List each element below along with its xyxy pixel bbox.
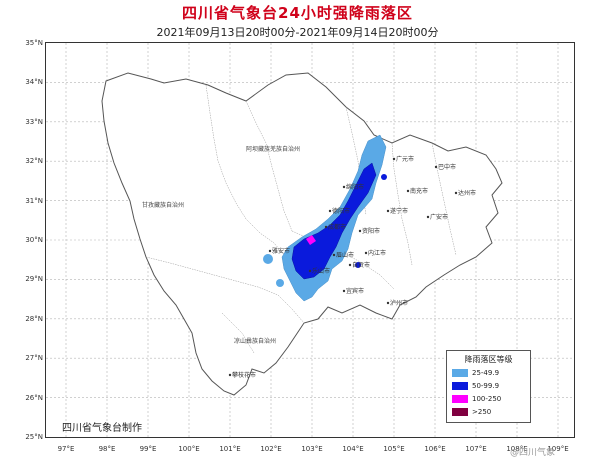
lat-label: 30°N — [25, 236, 43, 244]
lat-label: 27°N — [25, 354, 43, 362]
region-label-aba: 阿坝藏族羌族自治州 — [246, 145, 300, 153]
legend-swatch — [452, 407, 468, 416]
lon-label: 102°E — [260, 445, 282, 453]
lon-label: 99°E — [139, 445, 157, 453]
lon-label: 100°E — [178, 445, 200, 453]
legend-swatch — [452, 381, 468, 390]
lat-label: 28°N — [25, 315, 43, 323]
rain-zone-50-99-patch — [381, 174, 387, 180]
legend-swatch — [452, 368, 468, 377]
watermark: @四川气象 — [510, 448, 556, 458]
city-label: 德阳市 — [332, 207, 350, 215]
legend-item: 25-49.9 — [452, 368, 499, 377]
legend-item: 50-99.9 — [452, 381, 499, 390]
lon-label: 104°E — [342, 445, 364, 453]
legend-title: 降雨落区等级 — [464, 355, 513, 364]
lat-label: 31°N — [25, 197, 43, 205]
rain-zone-25-49-patch — [276, 279, 284, 287]
map-subtitle: 2021年09月13日20时00分-2021年09月14日20时00分 — [156, 26, 439, 39]
legend-swatch — [452, 394, 468, 403]
rainfall-legend: 降雨落区等级 25-49.9 50-99.9 100-250 >250 — [446, 350, 531, 423]
rain-zone-25-49-patch — [263, 254, 273, 264]
legend-label: >250 — [472, 407, 492, 416]
legend-label: 50-99.9 — [472, 381, 500, 390]
region-label-ganzi: 甘孜藏族自治州 — [142, 201, 184, 209]
legend-item: 100-250 — [452, 394, 501, 403]
city-label: 资阳市 — [362, 227, 380, 235]
lon-label: 103°E — [301, 445, 323, 453]
map-svg: 阿坝藏族羌族自治州 甘孜藏族自治州 凉山彝族自治州 广元市 巴中市 达州市 绵阳… — [46, 43, 574, 437]
city-label: 泸州市 — [390, 299, 408, 307]
city-label: 南充市 — [410, 187, 428, 195]
lon-label: 105°E — [383, 445, 405, 453]
city-label: 雅安市 — [272, 247, 290, 255]
city-label: 绵阳市 — [346, 183, 364, 191]
city-label: 攀枝花市 — [232, 371, 256, 379]
city-label: 自贡市 — [352, 261, 370, 269]
city-label: 广安市 — [430, 213, 448, 221]
rain-zone-100-250 — [306, 235, 316, 245]
legend-label: 25-49.9 — [472, 368, 500, 377]
city-label: 巴中市 — [438, 163, 456, 171]
city-label: 眉山市 — [336, 251, 354, 259]
province-outline — [101, 72, 503, 396]
lon-label: 108°E — [506, 445, 528, 453]
lon-label: 109°E — [547, 445, 569, 453]
city-label: 内江市 — [368, 249, 386, 257]
lat-label: 34°N — [25, 78, 43, 86]
legend-label: 100-250 — [472, 394, 502, 403]
lat-label: 35°N — [25, 39, 43, 47]
city-label: 乐山市 — [312, 267, 330, 275]
lat-label: 25°N — [25, 433, 43, 441]
lat-label: 33°N — [25, 118, 43, 126]
lon-label: 101°E — [219, 445, 241, 453]
legend-item: >250 — [452, 407, 491, 416]
city-label: 遂宁市 — [390, 207, 408, 215]
lon-label: 107°E — [465, 445, 487, 453]
region-label-liangshan: 凉山彝族自治州 — [234, 337, 276, 345]
city-label: 达州市 — [458, 189, 476, 197]
rain-zone-50-99 — [291, 162, 377, 280]
lat-label: 29°N — [25, 275, 43, 283]
city-markers — [228, 157, 458, 377]
rain-zone-50-99-patch — [355, 262, 361, 268]
city-label: 成都市 — [328, 223, 346, 231]
lat-label: 32°N — [25, 157, 43, 165]
map-title: 四川省气象台24小时强降雨落区 — [182, 4, 413, 22]
lat-label: 26°N — [25, 394, 43, 402]
lon-label: 106°E — [424, 445, 446, 453]
map-frame: 阿坝藏族羌族自治州 甘孜藏族自治州 凉山彝族自治州 广元市 巴中市 达州市 绵阳… — [45, 42, 575, 438]
producer-credit: 四川省气象台制作 — [62, 423, 142, 434]
lon-label: 98°E — [98, 445, 116, 453]
city-label: 宜宾市 — [346, 287, 364, 295]
city-label: 广元市 — [396, 155, 414, 163]
lon-label: 97°E — [57, 445, 75, 453]
